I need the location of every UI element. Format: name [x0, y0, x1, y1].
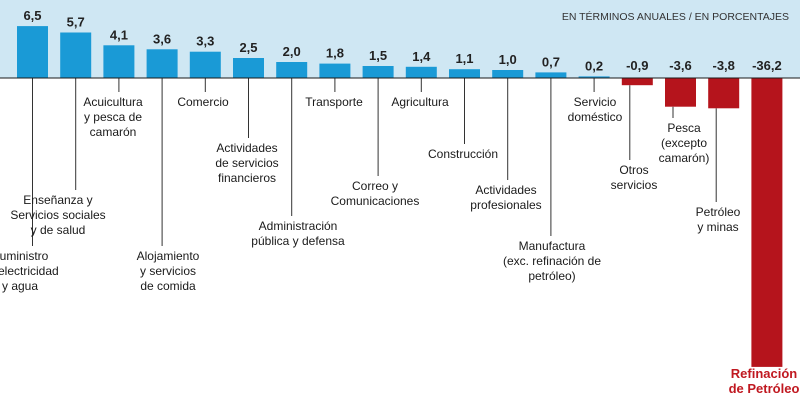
value-label: 1,8 — [326, 46, 344, 61]
bar — [492, 70, 524, 78]
bar — [621, 78, 653, 86]
value-label: 5,7 — [67, 15, 85, 30]
category-label: Construcción — [428, 147, 498, 161]
value-label: 4,1 — [110, 27, 128, 42]
value-label: 6,5 — [23, 8, 41, 23]
bar — [146, 49, 178, 78]
bar — [751, 78, 783, 367]
category-label: Petróleo y minas — [696, 205, 741, 234]
category-label: Otros servicios — [611, 163, 658, 192]
category-label: Transporte — [305, 95, 363, 109]
category-label: Acuicultura y pesca de camarón — [83, 95, 143, 139]
value-label: 1,5 — [369, 48, 387, 63]
bar — [103, 45, 135, 78]
value-label: -3,8 — [712, 58, 734, 73]
value-label: -3,6 — [669, 58, 691, 73]
category-label: Refinación de Petróleo — [729, 366, 800, 396]
bar — [276, 62, 308, 78]
value-label: -36,2 — [752, 58, 782, 73]
value-label: -0,9 — [626, 58, 648, 73]
bar — [535, 72, 567, 78]
category-label: Pesca (excepto camarón) — [659, 121, 710, 165]
category-label: Comercio — [177, 95, 229, 109]
bar — [233, 58, 264, 78]
bar — [60, 32, 92, 78]
category-label: Correo y Comunicaciones — [331, 179, 420, 208]
bar — [189, 51, 221, 78]
value-label: 1,4 — [412, 49, 431, 64]
bar — [578, 76, 610, 78]
bar — [319, 63, 351, 78]
category-label: Administración pública y defensa — [251, 219, 345, 248]
category-label: Alojamiento y servicios de comida — [137, 249, 200, 293]
bars — [17, 26, 783, 367]
value-label: 3,3 — [196, 34, 214, 49]
category-label: Agricultura — [391, 95, 449, 109]
bar — [708, 78, 740, 109]
unit-note: EN TÉRMINOS ANUALES / EN PORCENTAJES — [562, 10, 789, 23]
category-label: Enseñanza y Servicios sociales y de salud — [10, 193, 105, 237]
bar — [665, 78, 696, 107]
bar — [405, 66, 437, 78]
bar — [362, 66, 394, 78]
value-label: 2,5 — [239, 40, 257, 55]
value-label: 2,0 — [283, 44, 301, 59]
value-label: 0,2 — [585, 58, 603, 73]
value-label: 3,6 — [153, 31, 171, 46]
value-label: 1,1 — [455, 51, 473, 66]
bar — [17, 26, 48, 79]
value-label: 0,7 — [542, 54, 560, 69]
value-label: 1,0 — [499, 52, 517, 67]
bar — [449, 69, 480, 78]
category-label: Servicio doméstico — [568, 95, 623, 124]
category-label: Manufactura (exc. refinación de petróleo) — [503, 239, 601, 283]
label-connectors — [32, 78, 717, 246]
category-label: Actividades de servicios financieros — [215, 141, 278, 185]
category-label: Actividades profesionales — [470, 183, 541, 212]
value-labels: 6,5 5,7 4,1 3,6 3,3 2,5 2,0 1,8 1,5 1,4 1,1 1,0 0,7 0… — [23, 8, 781, 73]
